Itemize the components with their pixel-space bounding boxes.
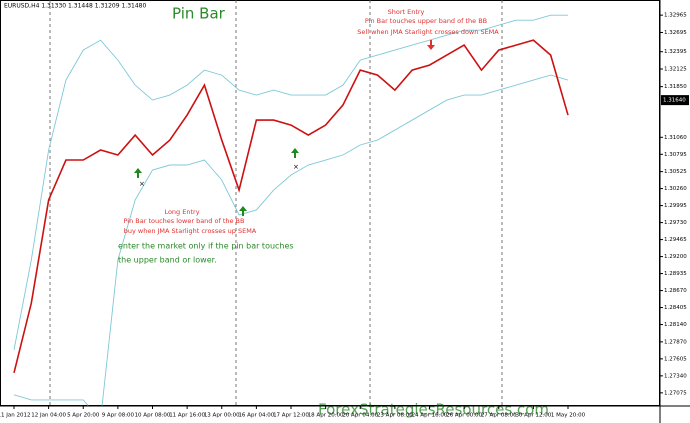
y-tick-label: 1.27870 xyxy=(664,339,687,345)
period-separators xyxy=(49,0,503,406)
y-tick-label: 1.27340 xyxy=(664,373,687,379)
annotation: enter the market only if the pin bar tou… xyxy=(118,242,294,251)
x-tick-label: 20 Apr 04:00 xyxy=(342,413,378,419)
buy-arrows xyxy=(134,148,299,216)
svg-text:×: × xyxy=(293,163,299,171)
series-line xyxy=(13,74,569,406)
y-tick-label: 1.31850 xyxy=(664,84,687,90)
last-price-box xyxy=(661,95,689,106)
y-tick-label: 1.29200 xyxy=(664,254,687,260)
cross-marks: ×× xyxy=(139,163,299,188)
x-tick-label: 1 May 20:00 xyxy=(551,413,586,419)
x-tick-label: 23 Apr 08:00 xyxy=(377,413,413,419)
y-tick-label: 1.32125 xyxy=(664,67,687,73)
x-tick-label: 16 Apr 04:00 xyxy=(238,413,274,419)
series-layer xyxy=(13,14,569,406)
x-tick-label: 10 Apr 08:00 xyxy=(135,413,171,419)
y-tick-label: 1.32695 xyxy=(664,30,687,36)
y-tick-label: 1.30795 xyxy=(664,152,687,158)
series-line xyxy=(13,39,569,373)
x-tick-label: 30 Apr 12:00 xyxy=(515,413,551,419)
x-tick-label: 11 Apr 16:00 xyxy=(169,413,205,419)
y-tick-label: 1.32965 xyxy=(664,13,687,19)
y-tick-label: 1.28140 xyxy=(664,322,687,328)
annotation: buy when JMA Starlight crosses up SEMA xyxy=(124,227,257,235)
annotation: the upper band or lower. xyxy=(118,256,217,265)
series-line xyxy=(13,14,568,350)
x-tick-label: 24 Apr 16:00 xyxy=(412,413,448,419)
x-tick-label: 17 Apr 12:00 xyxy=(273,413,309,419)
x-tick-label: 13 Apr 00:00 xyxy=(204,413,240,419)
y-tick-label: 1.29465 xyxy=(664,237,687,243)
y-tick-label: 1.31060 xyxy=(664,135,687,141)
y-tick-label: 1.27075 xyxy=(664,390,687,396)
last-price-label: 1.31640 xyxy=(663,98,686,104)
plot-frame xyxy=(0,0,660,406)
x-tick-label: 12 Jan 04:00 xyxy=(31,413,66,419)
y-tick-label: 1.30525 xyxy=(664,169,687,175)
y-tick-label: 1.28670 xyxy=(664,288,687,294)
y-tick-label: 1.30260 xyxy=(664,186,687,192)
x-tick-label: 18 Apr 20:00 xyxy=(308,413,344,419)
watermark: ForexStrategiesResources.com xyxy=(318,401,549,419)
x-tick-label: 5 Apr 20:00 xyxy=(67,413,100,419)
y-tick-label: 1.32395 xyxy=(664,49,687,55)
x-tick-label: 11 Jan 2012 xyxy=(0,413,30,419)
annotation: Pin Bar touches upper band of the BB xyxy=(365,17,487,25)
svg-text:×: × xyxy=(139,180,145,188)
y-tick-label: 1.28405 xyxy=(664,305,687,311)
annotation: Pin Bar touches lower band of the BB xyxy=(124,217,245,225)
y-tick-label: 1.27605 xyxy=(664,356,687,362)
annotation: Short Entry xyxy=(388,8,425,16)
x-tick-label: 27 Apr 08:00 xyxy=(481,413,517,419)
x-tick-label: 9 Apr 08:00 xyxy=(102,413,135,419)
x-tick-label: 26 Apr 00:00 xyxy=(446,413,482,419)
y-tick-label: 1.29730 xyxy=(664,220,687,226)
y-tick-label: 1.28935 xyxy=(664,271,687,277)
chart-title: Pin Bar xyxy=(172,5,226,23)
sell-arrow xyxy=(427,40,435,50)
header: EURUSD,H4 1.31330 1.31448 1.31209 1.3148… xyxy=(4,3,146,10)
annotation: Long Entry xyxy=(164,208,199,216)
y-tick-label: 1.29995 xyxy=(664,203,687,209)
annotation: Sell when JMA Starlight crosses down SEM… xyxy=(357,28,499,36)
